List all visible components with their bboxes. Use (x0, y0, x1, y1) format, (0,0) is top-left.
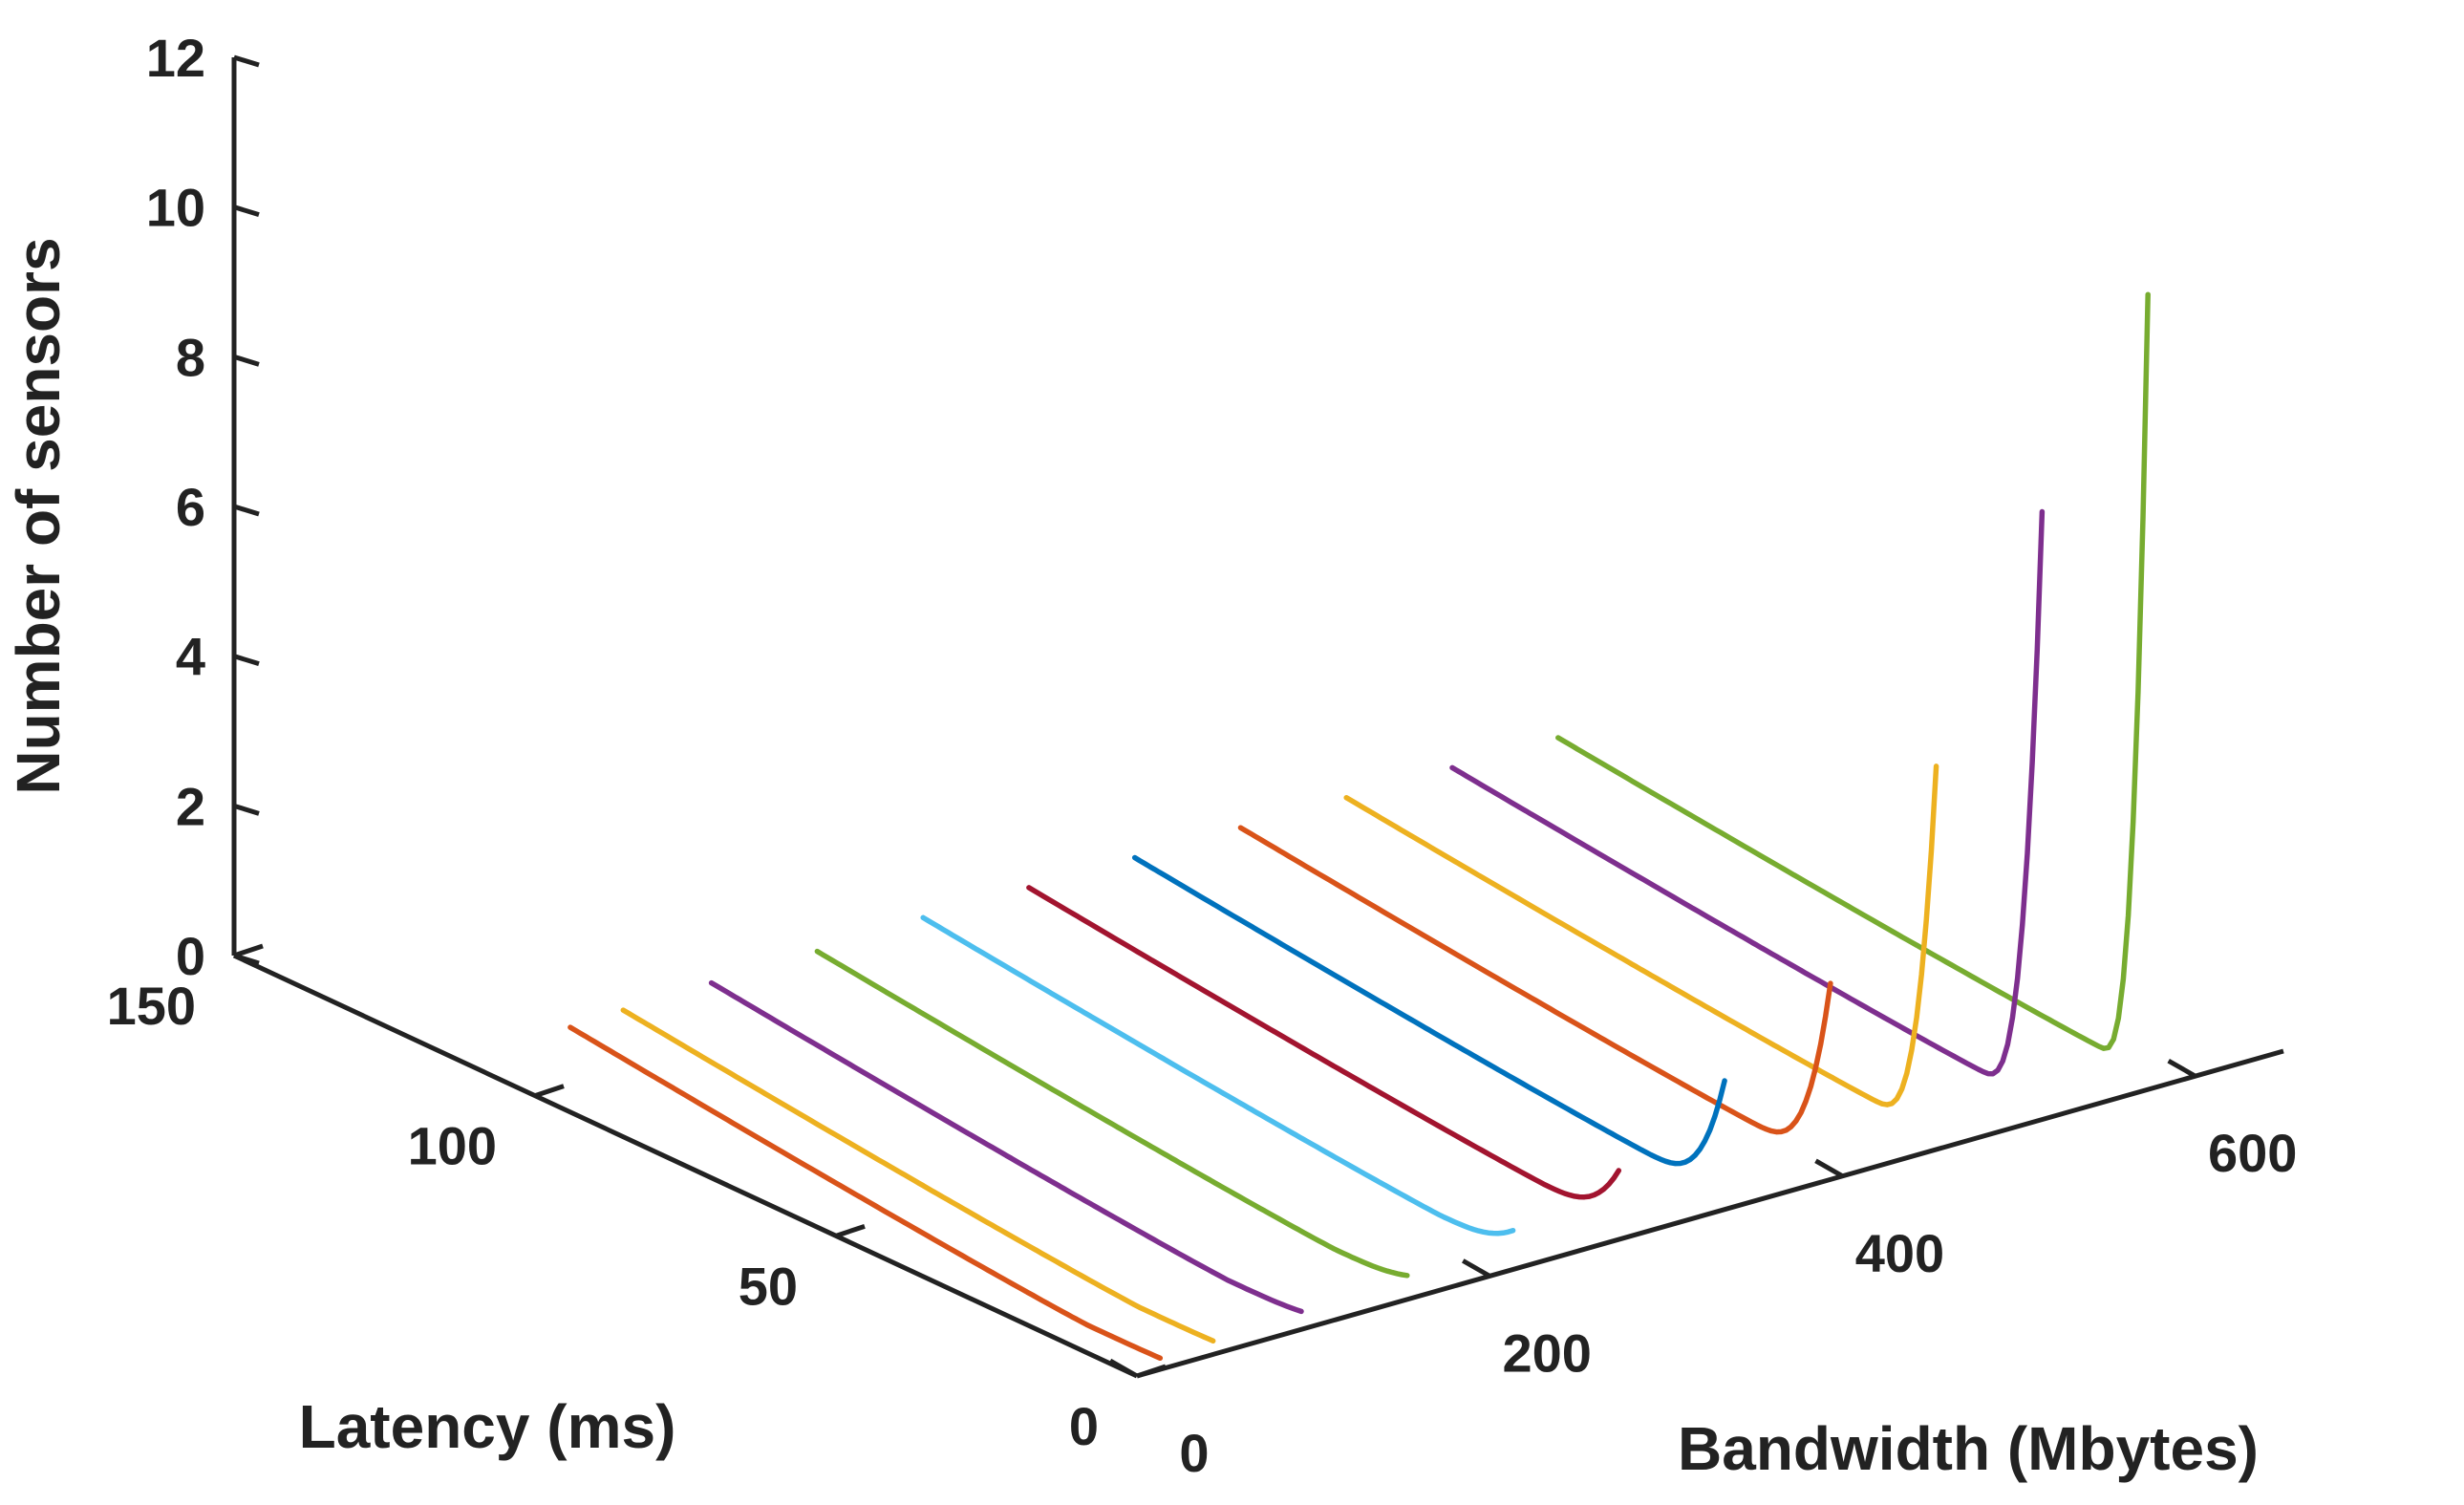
bandwidth-tick-mark (2167, 1058, 2196, 1079)
series-line (1555, 291, 2151, 1051)
latency-tick-label: 100 (408, 1116, 497, 1176)
bandwidth-tick-label: 600 (2208, 1123, 2297, 1183)
z-tick-label: 12 (146, 28, 205, 88)
z-tick-label: 8 (176, 327, 205, 387)
y-axis-title: Latency (ms) (299, 1392, 676, 1461)
series-line (814, 948, 1410, 1279)
z-tick-mark (233, 654, 260, 667)
series (568, 291, 2151, 1362)
bandwidth-tick-mark (1814, 1158, 1844, 1178)
latency-tick-mark (835, 1223, 866, 1238)
latency-tick-mark (1136, 1364, 1167, 1379)
series-line (1026, 885, 1622, 1200)
z-tick-mark (233, 204, 260, 218)
bandwidth-tick-label: 200 (1503, 1322, 1592, 1383)
series-line (1343, 763, 1939, 1107)
bandwidth-tick-mark (1108, 1358, 1139, 1379)
z-tick-mark (233, 54, 260, 68)
z-tick-mark (233, 354, 260, 367)
series-line (568, 1024, 1164, 1362)
axes (231, 57, 2284, 1379)
z-tick-label: 10 (146, 178, 205, 238)
z-tick-label: 0 (176, 926, 205, 986)
z-tick-label: 4 (176, 627, 205, 687)
latency-tick-label: 50 (739, 1256, 798, 1316)
series-line (1131, 854, 1727, 1167)
z-tick-mark (233, 803, 260, 816)
z-tick-mark (233, 504, 260, 517)
z-tick-label: 2 (176, 776, 205, 836)
bandwidth-tick-label: 0 (1179, 1423, 1209, 1483)
latency-tick-label: 150 (107, 976, 196, 1036)
latency-tick-label: 0 (1069, 1396, 1099, 1456)
latency-tick-mark (233, 943, 264, 958)
latency-tick-mark (534, 1084, 565, 1099)
series-line (1449, 508, 2046, 1077)
bandwidth-tick-mark (1461, 1258, 1491, 1279)
x-axis-title: Bandwidth (Mbytes) (1678, 1414, 2259, 1483)
z-tick-label: 6 (176, 477, 205, 537)
series-line (620, 1007, 1216, 1344)
series-line (1237, 825, 1833, 1135)
bandwidth-tick-label: 400 (1855, 1223, 1944, 1283)
y-axis-line (232, 953, 1139, 1379)
x-axis-line (1136, 1048, 2284, 1379)
series-line (920, 914, 1516, 1236)
z-axis-title: Number of sensors (4, 237, 73, 794)
z-tick-mark (233, 953, 260, 966)
series-line (708, 979, 1304, 1315)
